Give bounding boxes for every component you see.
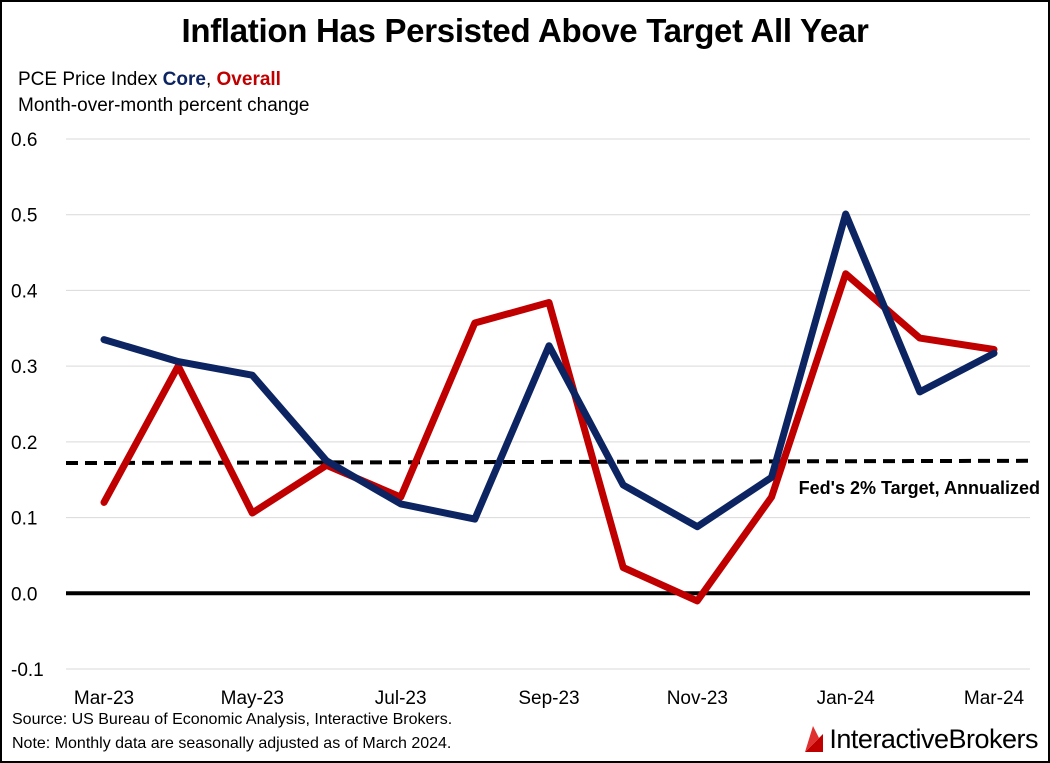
x-tick-label: Mar-23 [74, 688, 134, 709]
y-tick-label: 0.1 [11, 509, 37, 530]
series-line-overall [100, 270, 998, 605]
logo-text-interactive: Interactive [829, 723, 949, 754]
series-line-core [100, 210, 998, 531]
logo-text-brokers: Brokers [948, 723, 1038, 754]
subtitle-legend: PCE Price Index Core, Overall [18, 69, 281, 91]
y-tick-label: 0.6 [11, 130, 37, 151]
source-note: Source: US Bureau of Economic Analysis, … [12, 711, 453, 728]
y-tick-label: 0.4 [11, 281, 38, 302]
y-tick-label: 0.2 [11, 433, 37, 454]
legend-core-label: Core [162, 69, 206, 90]
x-tick-label: Jul-23 [375, 688, 427, 709]
y-tick-label: -0.1 [11, 660, 44, 681]
y-axis-ticks: -0.1 0.0 0.1 0.2 0.3 0.4 0.5 0.6 [11, 130, 44, 681]
subtitle-units: Month-over-month percent change [18, 95, 310, 116]
x-axis-ticks: Mar-23 May-23 Jul-23 Sep-23 Nov-23 Jan-24 Mar-… [74, 688, 1025, 709]
target-label: Fed's 2% Target, Annualized [799, 478, 1040, 498]
gridlines [66, 138, 1030, 670]
y-tick-label: 0.5 [11, 206, 37, 227]
target-line-group: Fed's 2% Target, Annualized [65, 458, 1040, 498]
x-tick-label: Jan-24 [817, 688, 876, 709]
data-note: Note: Monthly data are seasonally adjust… [12, 735, 452, 752]
x-tick-label: Nov-23 [667, 688, 728, 709]
target-line [65, 458, 1031, 466]
x-tick-label: May-23 [221, 688, 284, 709]
interactive-brokers-logo-mark-icon [805, 726, 824, 752]
legend-overall-label: Overall [216, 69, 281, 90]
x-tick-label: Mar-24 [964, 688, 1025, 709]
y-tick-label: 0.0 [11, 584, 37, 605]
logo-wordmark: InteractiveBrokers [829, 724, 1038, 755]
series-lines [100, 210, 998, 605]
chart-title: Inflation Has Persisted Above Target All… [181, 12, 869, 49]
subtitle-prefix: PCE Price Index [18, 69, 163, 90]
interactive-brokers-logo: InteractiveBrokers [803, 722, 1038, 756]
subtitle-separator: , [205, 69, 217, 90]
y-tick-label: 0.3 [11, 357, 37, 378]
x-tick-label: Sep-23 [518, 688, 579, 709]
